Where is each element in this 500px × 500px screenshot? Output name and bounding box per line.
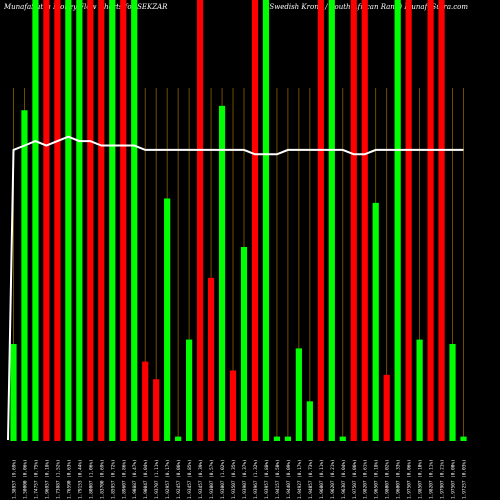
bar bbox=[196, 0, 204, 441]
x-tick-label: 1.93007 (1.02%) bbox=[220, 459, 226, 499]
x-tick-label: 1.92957 (0.17%) bbox=[165, 459, 171, 499]
x-tick-label: 1.38957 (9.69%) bbox=[12, 459, 18, 499]
bar bbox=[164, 198, 171, 441]
series-line bbox=[7, 135, 464, 441]
x-tick-label: 1.97507 (0.06%) bbox=[407, 459, 413, 499]
x-tick-label: 1.97507 (0.00%) bbox=[451, 459, 457, 499]
bar bbox=[273, 436, 281, 441]
x-tick-label: 1.94157 (0.50%) bbox=[275, 459, 281, 499]
bar bbox=[21, 110, 28, 441]
bar bbox=[460, 436, 467, 441]
x-tick-label: 1.93507 (0.35%) bbox=[231, 459, 237, 499]
x-tick-label: 1.98507 (0.10%) bbox=[418, 459, 424, 499]
bar bbox=[405, 0, 412, 441]
bar bbox=[76, 0, 83, 441]
bar bbox=[10, 343, 17, 441]
bar bbox=[449, 343, 456, 441]
bar bbox=[98, 0, 105, 441]
bar bbox=[87, 0, 94, 441]
bar bbox=[339, 436, 346, 441]
bar bbox=[109, 0, 116, 441]
bar bbox=[153, 379, 160, 441]
x-tick-label: 1.98207 (0.11%) bbox=[429, 459, 435, 499]
x-tick-label: 1.89607 (0.86%) bbox=[121, 459, 127, 499]
bar bbox=[218, 105, 226, 441]
x-tick-label: 1.96507 (0.18%) bbox=[374, 459, 380, 499]
bar bbox=[186, 339, 193, 441]
bar bbox=[32, 0, 39, 441]
x-tick-label: 1.83700 (0.69%) bbox=[99, 459, 105, 499]
bar bbox=[65, 0, 72, 441]
bar bbox=[328, 0, 335, 441]
x-tick-label: 1.94927 (0.17%) bbox=[297, 459, 303, 499]
x-tick-label: 1.79153 (0.44%) bbox=[77, 459, 83, 499]
bar bbox=[372, 202, 379, 441]
x-tick-label: 1.93907 (0.37%) bbox=[242, 459, 248, 499]
x-tick-label: 1.80007 (1.06%) bbox=[88, 459, 94, 499]
bar bbox=[416, 339, 423, 441]
x-tick-label: 1.76590 (0.63%) bbox=[66, 459, 72, 499]
bar bbox=[284, 436, 291, 441]
bar bbox=[427, 0, 434, 441]
x-tick-label: 1.97507 (0.06%) bbox=[352, 459, 358, 499]
x-tick-label: 1.96307 (0.04%) bbox=[341, 459, 347, 499]
x-tick-label: 1.74757 (0.75%) bbox=[33, 459, 39, 499]
bar bbox=[142, 361, 149, 441]
x-tick-label: 1.98207 (0.61%) bbox=[363, 459, 369, 499]
bar bbox=[120, 0, 127, 441]
bar bbox=[229, 370, 237, 441]
bar bbox=[251, 0, 259, 441]
bar bbox=[317, 0, 324, 441]
bar bbox=[394, 0, 401, 441]
x-tick-label: 1.93007 (0.57%) bbox=[209, 459, 215, 499]
x-tick-label: 1.96957 (0.18%) bbox=[44, 459, 50, 499]
bar bbox=[350, 0, 357, 441]
x-tick-label: 1.98007 (0.02%) bbox=[385, 459, 391, 499]
x-tick-label: 1.90887 (0.47%) bbox=[132, 459, 138, 499]
chart-title: MunafaSutra Money Flow Charts for SEKZAR bbox=[4, 3, 168, 11]
bar bbox=[131, 0, 138, 441]
bar bbox=[438, 0, 445, 441]
x-tick-label: 1.94057 (0.73%) bbox=[308, 459, 314, 499]
bar bbox=[240, 246, 248, 441]
x-tick-label: 1.92457 (0.06%) bbox=[176, 459, 182, 499]
bar bbox=[207, 277, 215, 441]
bar bbox=[262, 0, 270, 441]
x-tick-label: 1.93957 (0.88%) bbox=[264, 459, 270, 499]
x-tick-label: 1.90047 (0.04%) bbox=[143, 459, 149, 499]
x-tick-label: 1.97257 (0.03%) bbox=[462, 459, 468, 499]
x-tick-label: 1.93457 (0.39%) bbox=[198, 459, 204, 499]
x-tick-label: 1.94407 (0.09%) bbox=[286, 459, 292, 499]
x-tick-label: 1.97907 (0.21%) bbox=[440, 459, 446, 499]
x-tick-label: 1.93967 (1.32%) bbox=[253, 459, 259, 499]
x-tick-label: 1.93707 (1.11%) bbox=[154, 459, 160, 499]
x-tick-label: 1.96007 (0.33%) bbox=[396, 459, 402, 499]
x-tick-label: 1.85957 (0.72%) bbox=[110, 459, 116, 499]
bar bbox=[54, 0, 61, 441]
bar bbox=[361, 0, 368, 441]
x-tick-label: 1.50000 (0.06%) bbox=[23, 459, 29, 499]
x-tick-label: 1.73887 (1.52%) bbox=[55, 459, 61, 499]
x-tick-label: 1.93457 (0.85%) bbox=[187, 459, 193, 499]
bar bbox=[43, 0, 50, 441]
bar bbox=[306, 401, 313, 441]
bar bbox=[295, 348, 302, 441]
x-tick-label: 1.96207 (0.21%) bbox=[330, 459, 336, 499]
bar bbox=[175, 436, 182, 441]
bar bbox=[383, 374, 390, 441]
x-tick-label: 1.96007 (0.11%) bbox=[319, 459, 325, 499]
